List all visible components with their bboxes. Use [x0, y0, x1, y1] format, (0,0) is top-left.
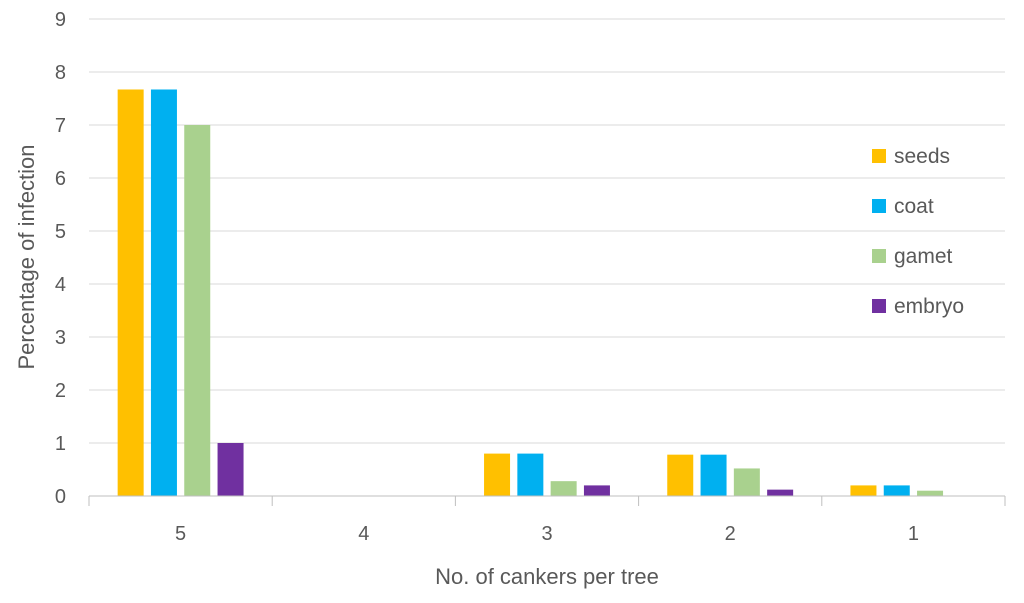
bar-coat-1 — [883, 485, 910, 496]
legend-item-embryo: embryo — [872, 295, 964, 318]
gridlines — [89, 18, 1005, 444]
y-tick-label: 3 — [55, 327, 66, 349]
x-tick-label: 2 — [725, 523, 736, 545]
y-tick-label: 4 — [55, 274, 66, 296]
bar-coat-5 — [150, 89, 177, 497]
legend-item-gamet: gamet — [872, 245, 953, 268]
x-axis-title: No. of cankers per tree — [435, 564, 659, 589]
x-tick-label: 1 — [908, 523, 919, 545]
bar-seeds-5 — [117, 89, 144, 497]
bar-embryo-3 — [583, 485, 610, 496]
legend-swatch — [872, 199, 886, 213]
legend: seeds coat gamet embryo — [872, 145, 964, 318]
bar-embryo-5 — [217, 443, 244, 496]
x-tick-label: 4 — [358, 523, 369, 545]
y-tick-label: 9 — [55, 9, 66, 31]
legend-label: seeds — [894, 145, 950, 168]
bar-gamet-1 — [917, 490, 944, 496]
legend-swatch — [872, 249, 886, 263]
legend-item-seeds: seeds — [872, 145, 950, 168]
y-tick-label: 7 — [55, 115, 66, 137]
x-axis-ticks: 5 4 3 2 1 — [175, 523, 919, 545]
y-tick-label: 2 — [55, 380, 66, 402]
x-tick-label: 5 — [175, 523, 186, 545]
bar-embryo-2 — [767, 489, 794, 496]
legend-item-coat: coat — [872, 195, 934, 218]
legend-label: embryo — [894, 295, 964, 318]
y-tick-label: 1 — [55, 433, 66, 455]
bar-seeds-2 — [667, 454, 694, 496]
y-tick-label: 8 — [55, 62, 66, 84]
bar-gamet-2 — [733, 468, 760, 496]
y-tick-label: 6 — [55, 168, 66, 190]
y-axis-title: Percentage of infection — [14, 144, 39, 369]
legend-swatch — [872, 299, 886, 313]
y-tick-label: 5 — [55, 221, 66, 243]
legend-swatch — [872, 149, 886, 163]
x-axis — [88, 495, 1006, 506]
bar-seeds-3 — [484, 453, 511, 496]
y-axis-ticks: 0 1 2 3 4 5 6 7 8 9 — [55, 9, 66, 508]
bar-gamet-3 — [550, 481, 577, 496]
x-tick-label: 3 — [541, 523, 552, 545]
y-tick-label: 0 — [55, 486, 66, 508]
bar-coat-2 — [700, 454, 727, 496]
legend-label: gamet — [894, 245, 953, 268]
legend-label: coat — [894, 195, 934, 218]
bars — [117, 89, 944, 497]
bar-gamet-5 — [184, 125, 211, 496]
bar-seeds-1 — [850, 485, 877, 496]
bar-coat-3 — [517, 453, 544, 496]
